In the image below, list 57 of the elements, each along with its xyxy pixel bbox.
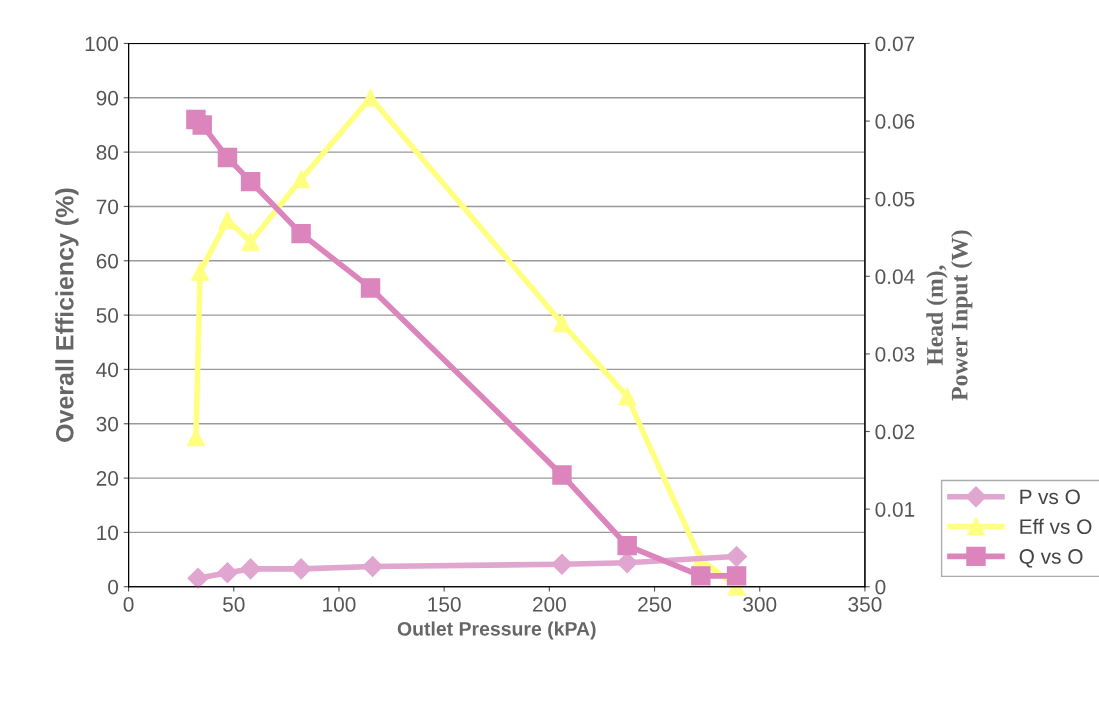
y-tick-label: 10	[97, 525, 119, 541]
point	[362, 556, 384, 578]
legend-label: P vs O	[1020, 489, 1080, 505]
y-tick-label: 90	[96, 90, 119, 106]
x-axis-title: Outlet Pressure (kPA)	[397, 621, 596, 640]
point	[290, 558, 312, 580]
point	[618, 387, 637, 406]
x-tick-label: 200	[533, 597, 566, 612]
y-tick-label: 70	[96, 199, 119, 215]
point	[218, 210, 237, 230]
y-tick-label: 20	[96, 471, 119, 486]
point	[551, 553, 573, 575]
point	[240, 171, 261, 192]
point	[292, 170, 311, 189]
point	[691, 566, 711, 586]
y2-axis-title: Head (m), Power Input (W)	[926, 230, 973, 401]
point	[361, 88, 380, 107]
x-tick-label: 100	[323, 597, 356, 612]
y-tick-label: 0	[108, 579, 119, 595]
point	[191, 262, 210, 281]
x-tick-label: 50	[223, 597, 245, 612]
point	[616, 552, 638, 574]
y2-tick-label: 0.02	[875, 424, 915, 440]
y-tick-label: 50	[96, 308, 119, 323]
y-tick-label: 80	[96, 145, 119, 160]
x-tick-label: 0	[123, 597, 134, 612]
point	[617, 535, 637, 556]
y-tick-label: 40	[96, 362, 119, 378]
point	[187, 567, 209, 589]
legend-label: Q vs O	[1019, 549, 1083, 568]
point	[240, 558, 262, 580]
y-tick-label: 60	[96, 253, 119, 269]
x-tick-label: 250	[638, 597, 672, 612]
point	[726, 566, 747, 586]
y2-tick-label: 0.03	[875, 346, 915, 362]
point	[291, 223, 311, 244]
y2-tick-label: 0.07	[875, 36, 915, 52]
y2-tick-label: 0.01	[875, 502, 915, 517]
legend-label: Eff vs O	[1020, 518, 1092, 535]
point	[552, 314, 571, 333]
point	[216, 562, 238, 584]
y-tick-label: 30	[96, 416, 119, 432]
y2-tick-label: 0.05	[875, 191, 915, 207]
x-tick-label: 300	[743, 597, 777, 612]
y-axis-title: Overall Efficiency (%)	[55, 188, 79, 442]
point	[726, 545, 748, 567]
point	[360, 278, 381, 298]
x-tick-label: 150	[428, 597, 461, 612]
x-tick-label: 350	[848, 597, 882, 612]
point	[241, 232, 260, 251]
y2-tick-label: 0.04	[875, 269, 915, 285]
y-tick-label: 100	[85, 36, 119, 52]
point	[217, 147, 238, 168]
y2-tick-label: 0	[875, 579, 886, 595]
point	[552, 465, 572, 485]
y2-tick-label: 0.06	[875, 114, 915, 129]
point	[192, 115, 212, 135]
